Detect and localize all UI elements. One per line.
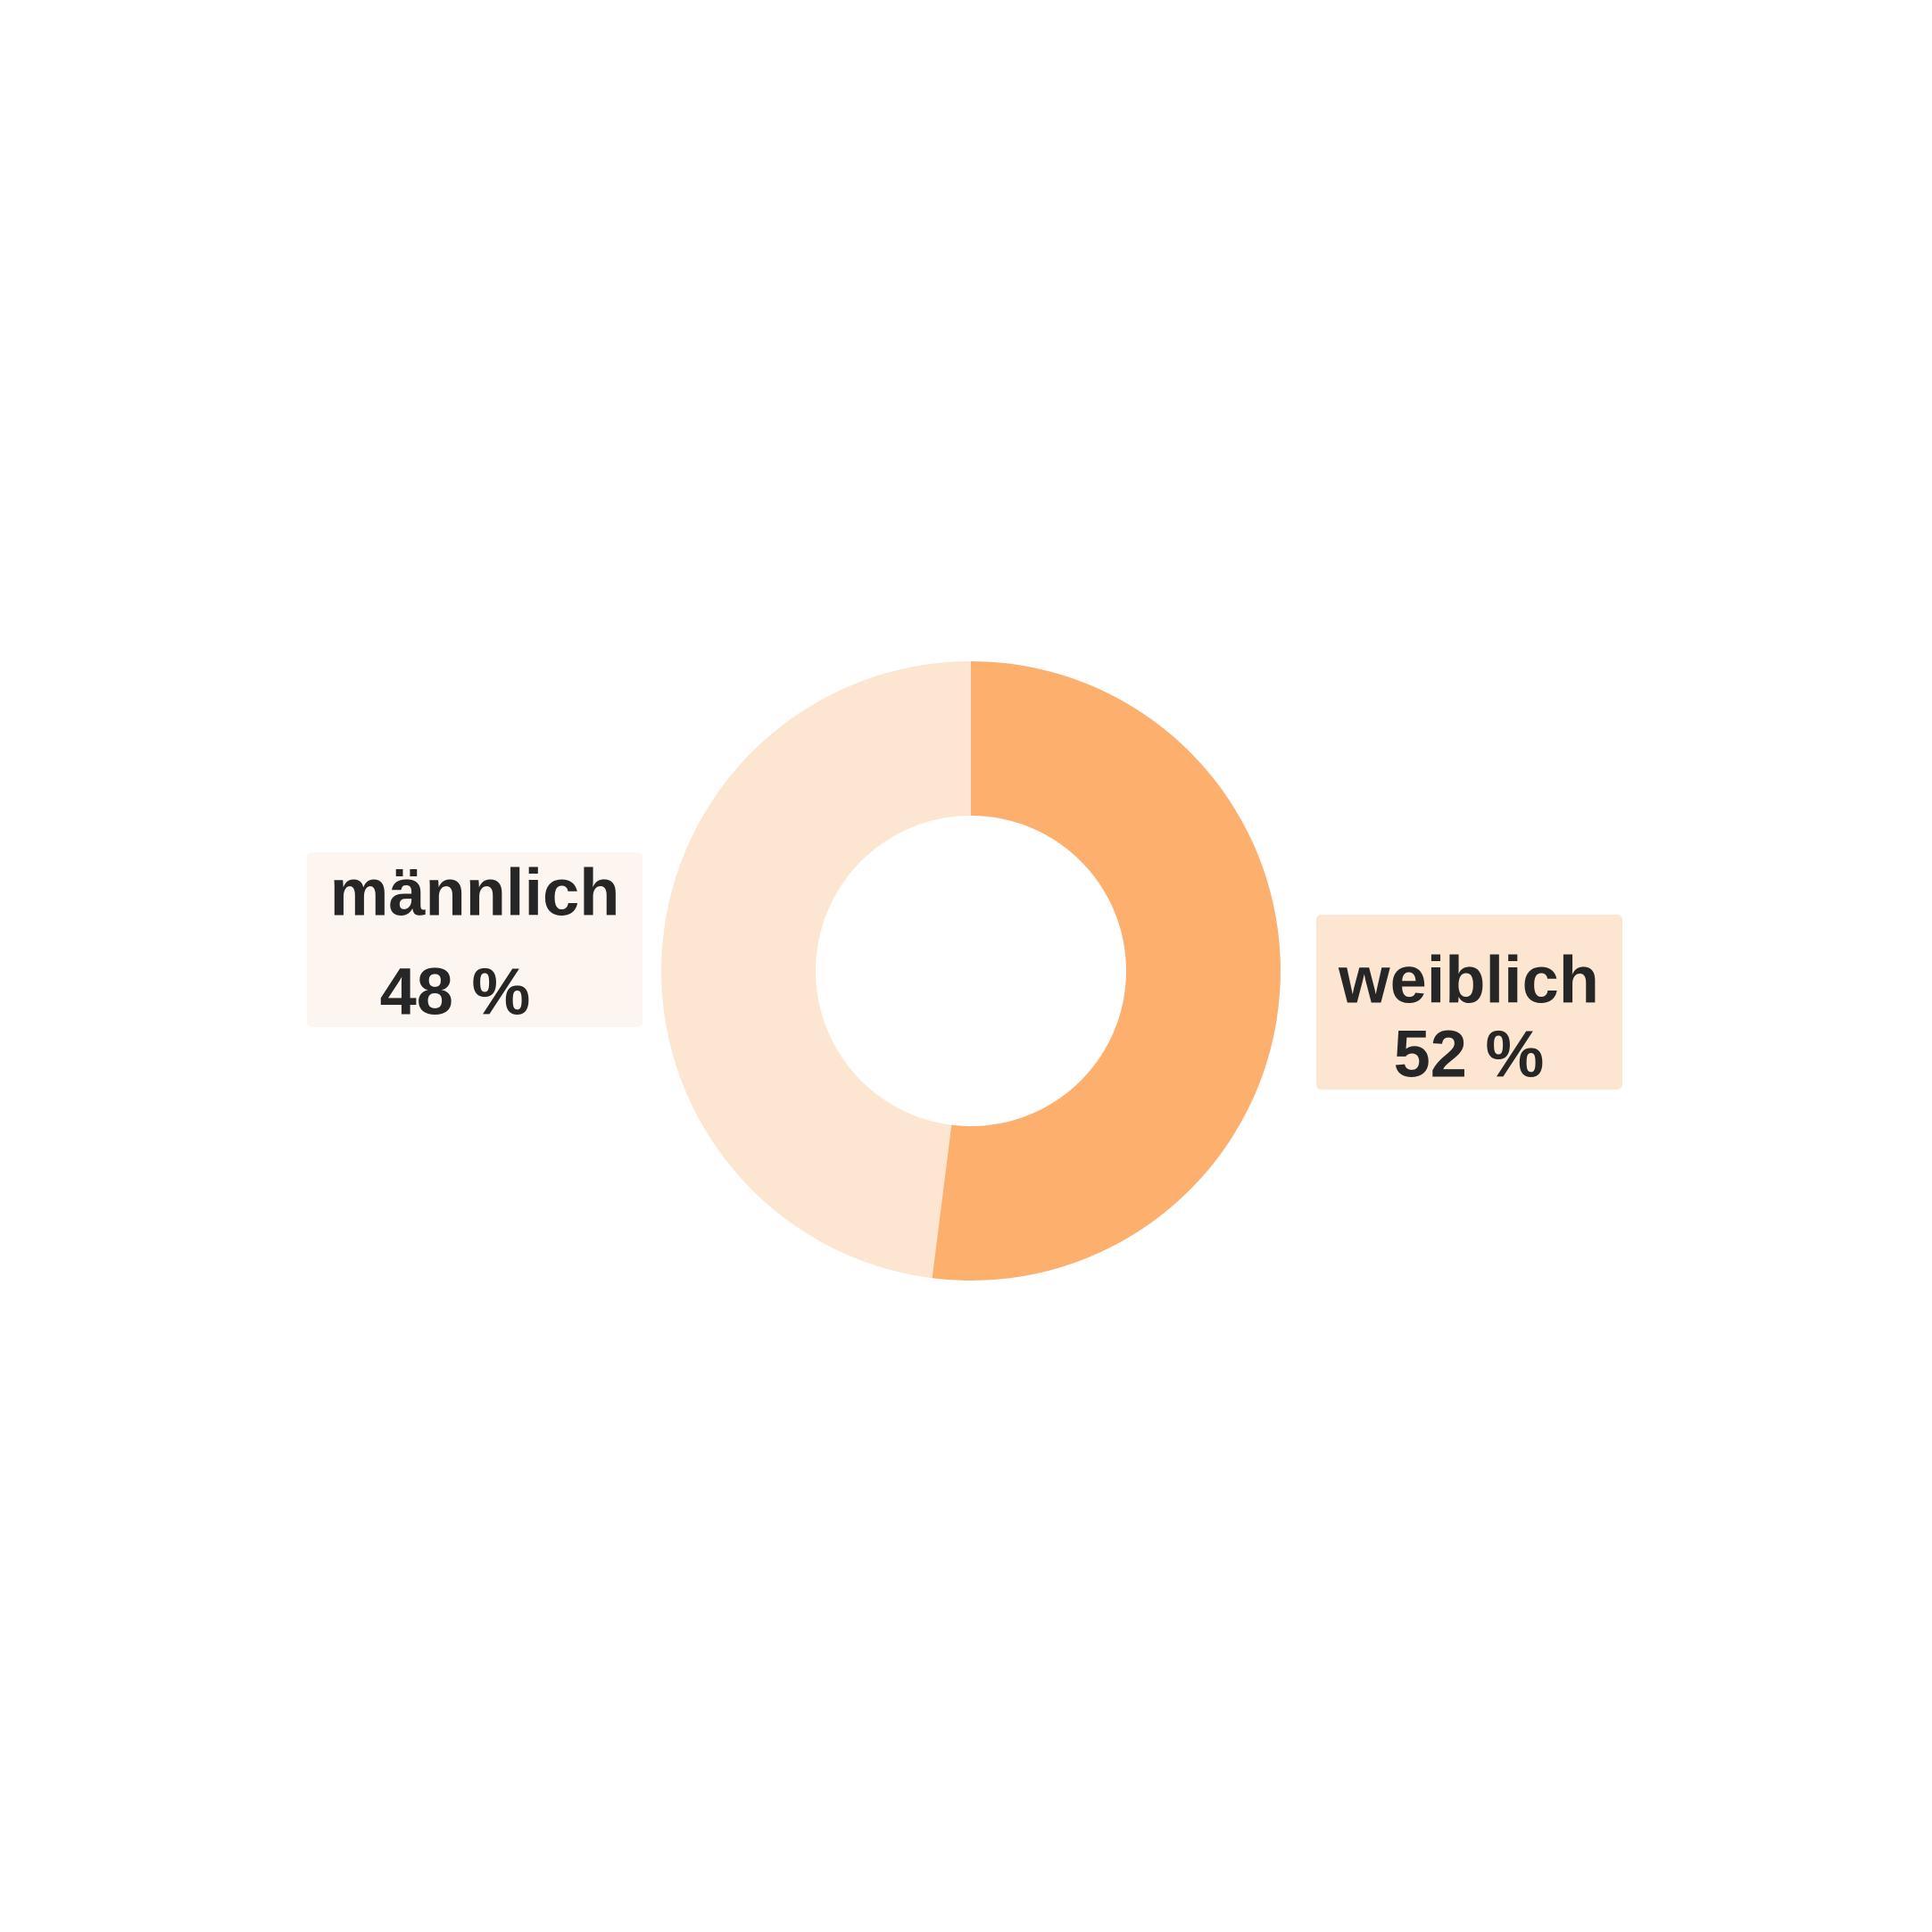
value-label-weiblich: 52 % — [1394, 1017, 1545, 1091]
slice-maennlich — [661, 661, 971, 1279]
data-label-box-maennlich — [307, 852, 643, 1027]
data-label-weiblich: weiblich 52 % — [1316, 915, 1622, 1091]
value-label-maennlich: 48 % — [380, 955, 531, 1029]
category-label-maennlich: männlich — [330, 856, 620, 930]
category-label-weiblich: weiblich — [1338, 943, 1599, 1017]
slices-group — [661, 661, 1281, 1281]
slice-weiblich — [932, 661, 1281, 1281]
data-label-box-weiblich — [1316, 915, 1622, 1090]
data-label-maennlich: männlich 48 % — [307, 852, 643, 1029]
